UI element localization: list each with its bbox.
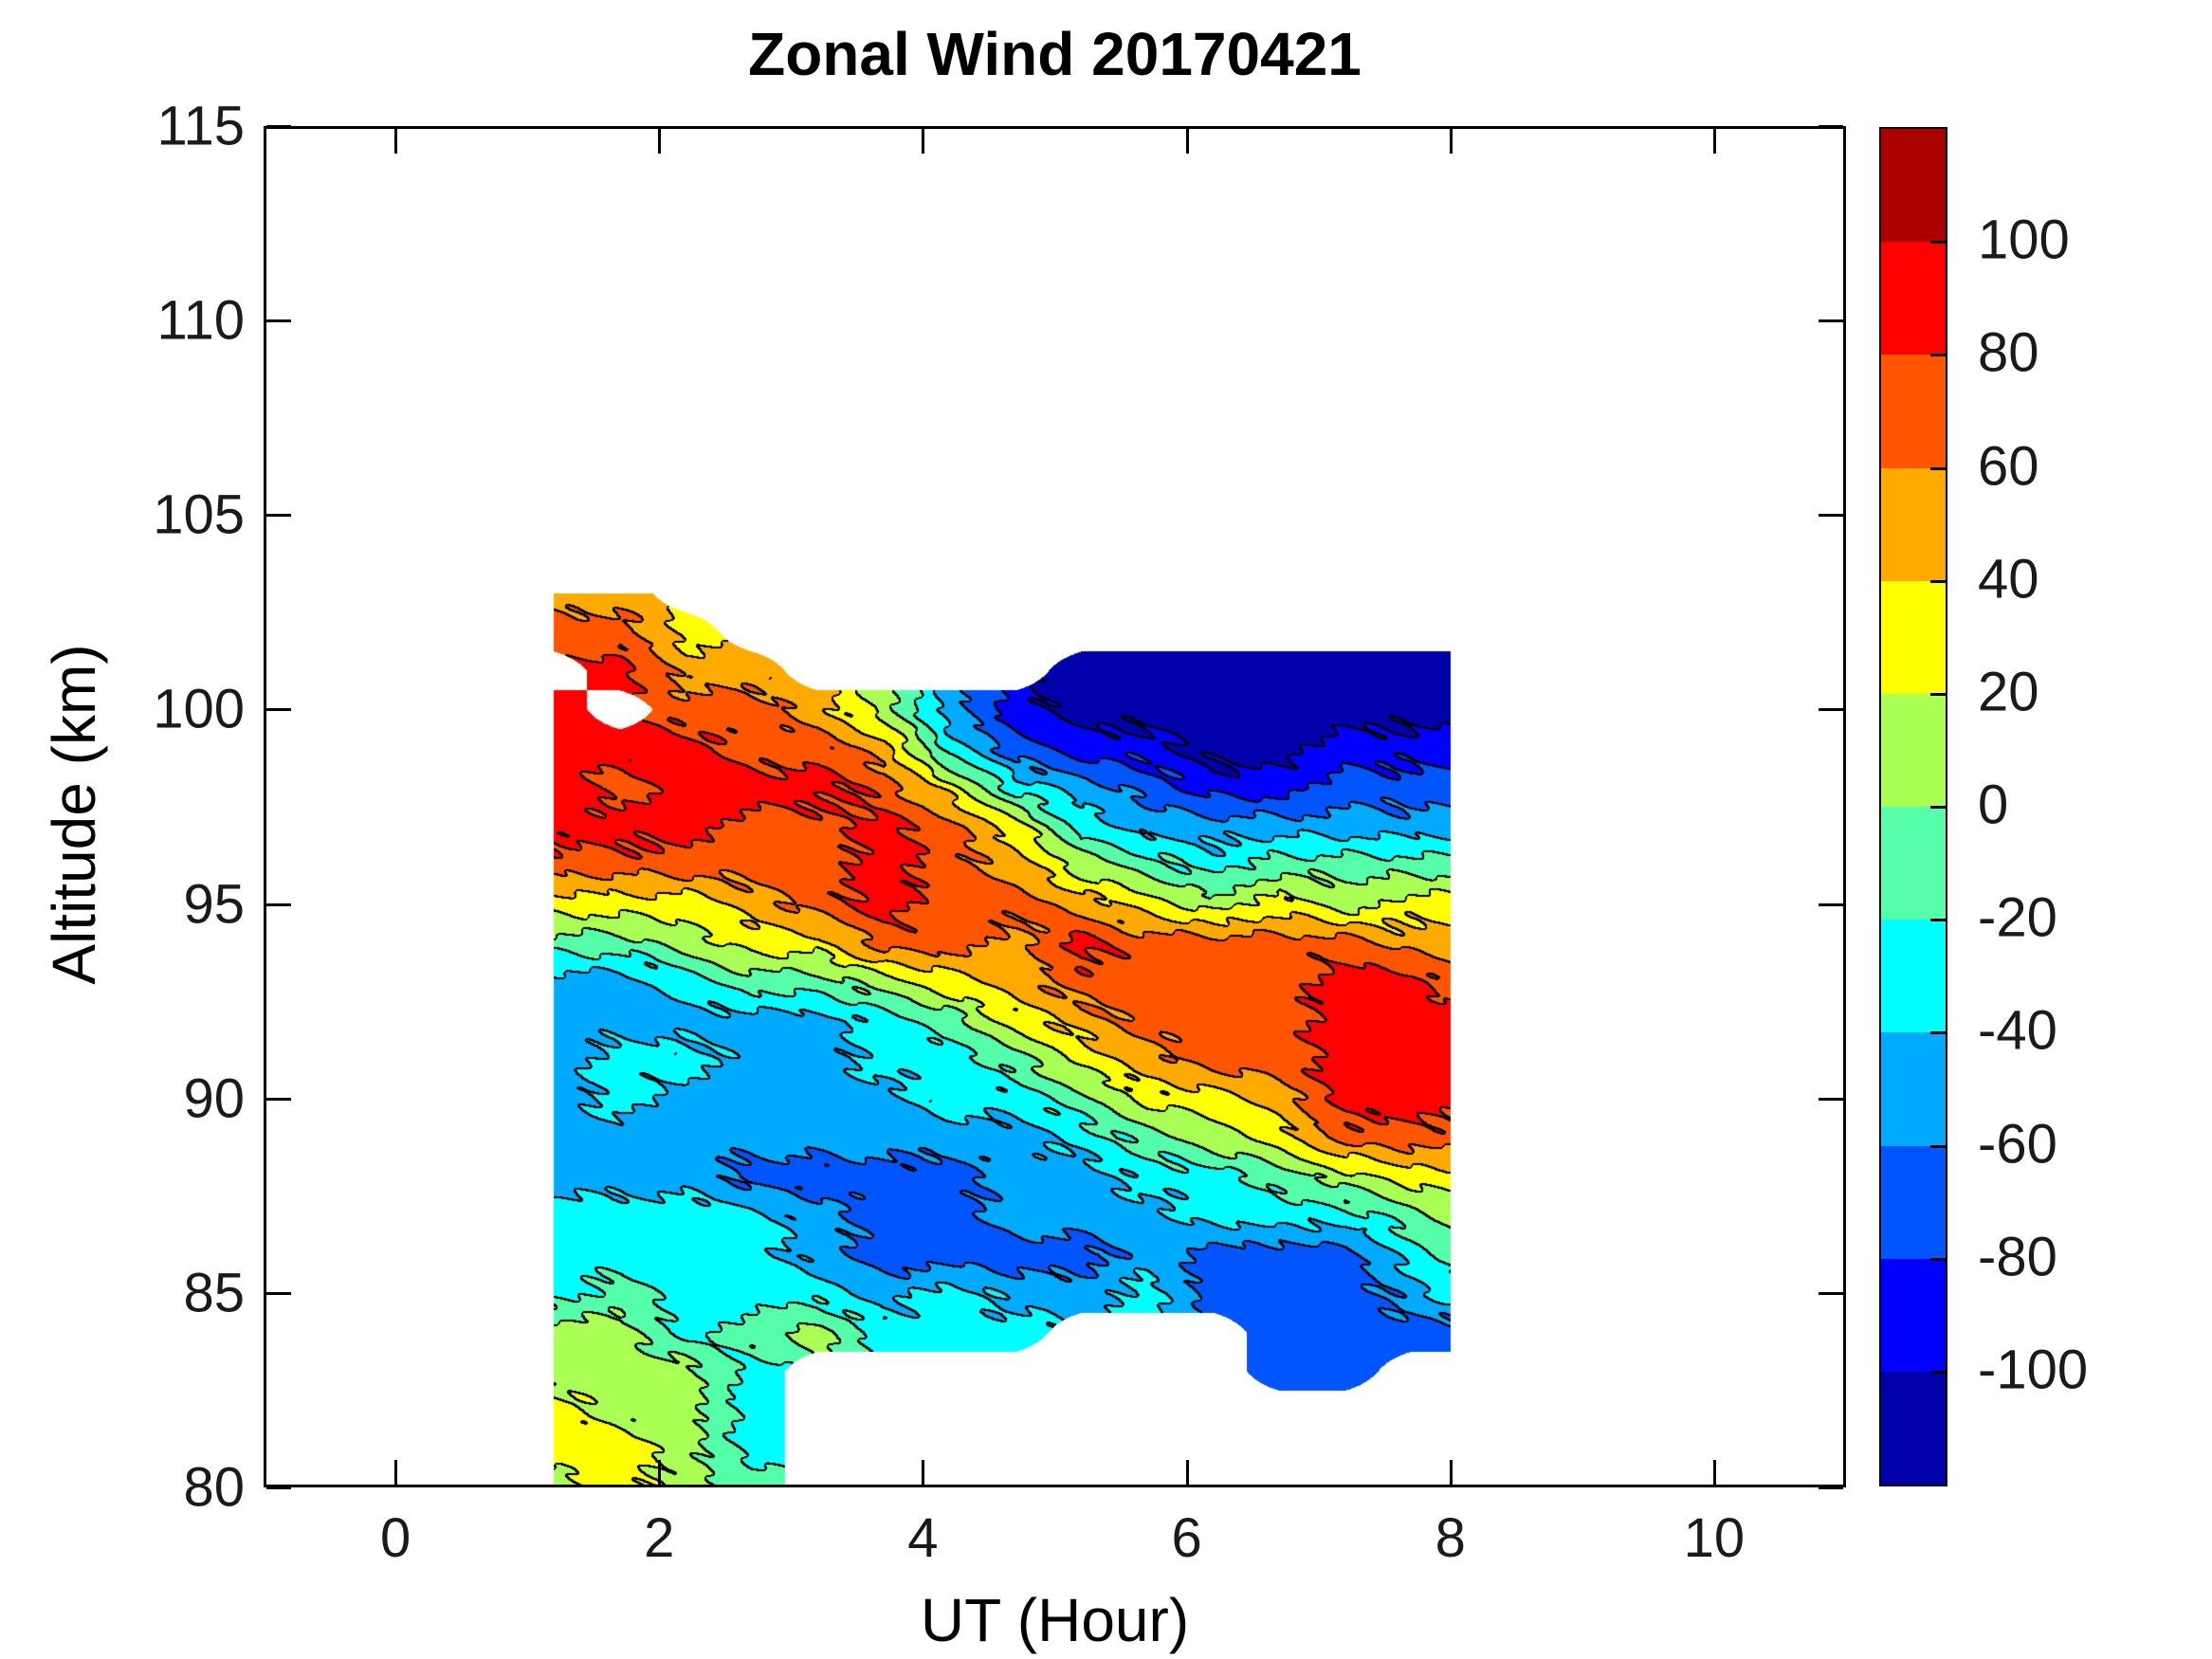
x-tick-label: 6 <box>1171 1507 1202 1569</box>
y-tick-mark <box>266 1291 291 1295</box>
colorbar-tick-label: 60 <box>1978 435 2039 497</box>
x-tick-mark <box>1449 129 1453 154</box>
x-tick-mark <box>1712 129 1716 154</box>
y-tick-mark <box>266 319 291 323</box>
y-tick-mark <box>266 1097 291 1101</box>
y-tick-mark <box>1819 514 1843 518</box>
colorbar-band <box>1881 807 1946 921</box>
colorbar-tick-mark <box>1930 241 1946 245</box>
colorbar-tick-mark <box>1930 579 1946 583</box>
colorbar-band <box>1881 355 1946 468</box>
colorbar-band <box>1881 580 1946 695</box>
colorbar-tick-label: -100 <box>1978 1339 2089 1401</box>
colorbar-tick-label: 40 <box>1978 548 2039 611</box>
y-tick-mark <box>266 708 291 712</box>
y-tick-mark <box>1819 902 1843 906</box>
colorbar-tick-label: -60 <box>1978 1113 2057 1175</box>
y-tick-mark <box>266 902 291 906</box>
x-tick-mark <box>1712 1460 1716 1485</box>
colorbar-tick-mark <box>1930 806 1946 809</box>
colorbar-band <box>1881 1145 1946 1260</box>
x-tick-label: 2 <box>644 1507 675 1569</box>
x-axis-label: UT (Hour) <box>920 1586 1190 1654</box>
colorbar-tick-mark <box>1930 1257 1946 1261</box>
y-tick-mark <box>1819 1486 1843 1489</box>
colorbar-band <box>1881 1032 1946 1146</box>
x-tick-mark <box>922 129 925 154</box>
y-tick-mark <box>1819 319 1843 323</box>
page-title: Zonal Wind 20170421 <box>748 20 1362 88</box>
colorbar-band <box>1881 129 1946 243</box>
y-tick-label: 105 <box>153 483 245 546</box>
y-tick-label: 115 <box>156 95 245 157</box>
colorbar-band <box>1881 693 1946 808</box>
y-tick-label: 100 <box>153 678 245 740</box>
x-tick-mark <box>922 1460 925 1485</box>
x-tick-mark <box>394 1460 398 1485</box>
y-tick-mark <box>1819 1097 1843 1101</box>
y-tick-label: 95 <box>183 873 245 936</box>
x-tick-label: 8 <box>1435 1507 1466 1569</box>
y-tick-mark <box>266 125 291 128</box>
x-tick-mark <box>1449 1460 1453 1485</box>
colorbar-tick-label: 100 <box>1978 209 2070 271</box>
contour-plot-canvas <box>264 126 1846 1487</box>
colorbar-tick-label: -20 <box>1978 886 2057 949</box>
colorbar-tick-mark <box>1930 919 1946 922</box>
colorbar <box>1879 127 1947 1486</box>
colorbar-tick-label: 0 <box>1978 774 2009 836</box>
y-tick-label: 85 <box>183 1262 245 1324</box>
colorbar-tick-mark <box>1930 1144 1946 1148</box>
axis-box <box>264 126 1846 1487</box>
colorbar-band <box>1881 242 1946 356</box>
x-tick-mark <box>658 129 662 154</box>
colorbar-band <box>1881 467 1946 582</box>
colorbar-tick-label: -80 <box>1978 1226 2057 1288</box>
colorbar-tick-label: -40 <box>1978 999 2057 1062</box>
x-tick-label: 4 <box>907 1507 939 1569</box>
colorbar-tick-mark <box>1930 354 1946 357</box>
y-tick-mark <box>1819 708 1843 712</box>
colorbar-band <box>1881 920 1946 1033</box>
y-tick-label: 80 <box>183 1456 245 1519</box>
colorbar-tick-mark <box>1930 692 1946 696</box>
y-tick-mark <box>266 514 291 518</box>
y-tick-mark <box>1819 125 1843 128</box>
colorbar-band <box>1881 1258 1946 1373</box>
y-tick-label: 110 <box>156 289 245 352</box>
x-tick-mark <box>1185 1460 1189 1485</box>
x-tick-mark <box>394 129 398 154</box>
colorbar-tick-mark <box>1930 1031 1946 1035</box>
y-tick-mark <box>266 1486 291 1489</box>
colorbar-tick-mark <box>1930 1370 1946 1374</box>
colorbar-band <box>1881 1371 1946 1486</box>
x-tick-mark <box>1185 129 1189 154</box>
colorbar-tick-mark <box>1930 466 1946 470</box>
x-tick-label: 10 <box>1683 1507 1746 1569</box>
y-tick-label: 90 <box>183 1067 245 1130</box>
colorbar-tick-label: 20 <box>1978 661 2039 723</box>
colorbar-tick-label: 80 <box>1978 321 2039 384</box>
x-tick-label: 0 <box>379 1507 411 1569</box>
y-tick-mark <box>1819 1291 1843 1295</box>
x-tick-mark <box>658 1460 662 1485</box>
